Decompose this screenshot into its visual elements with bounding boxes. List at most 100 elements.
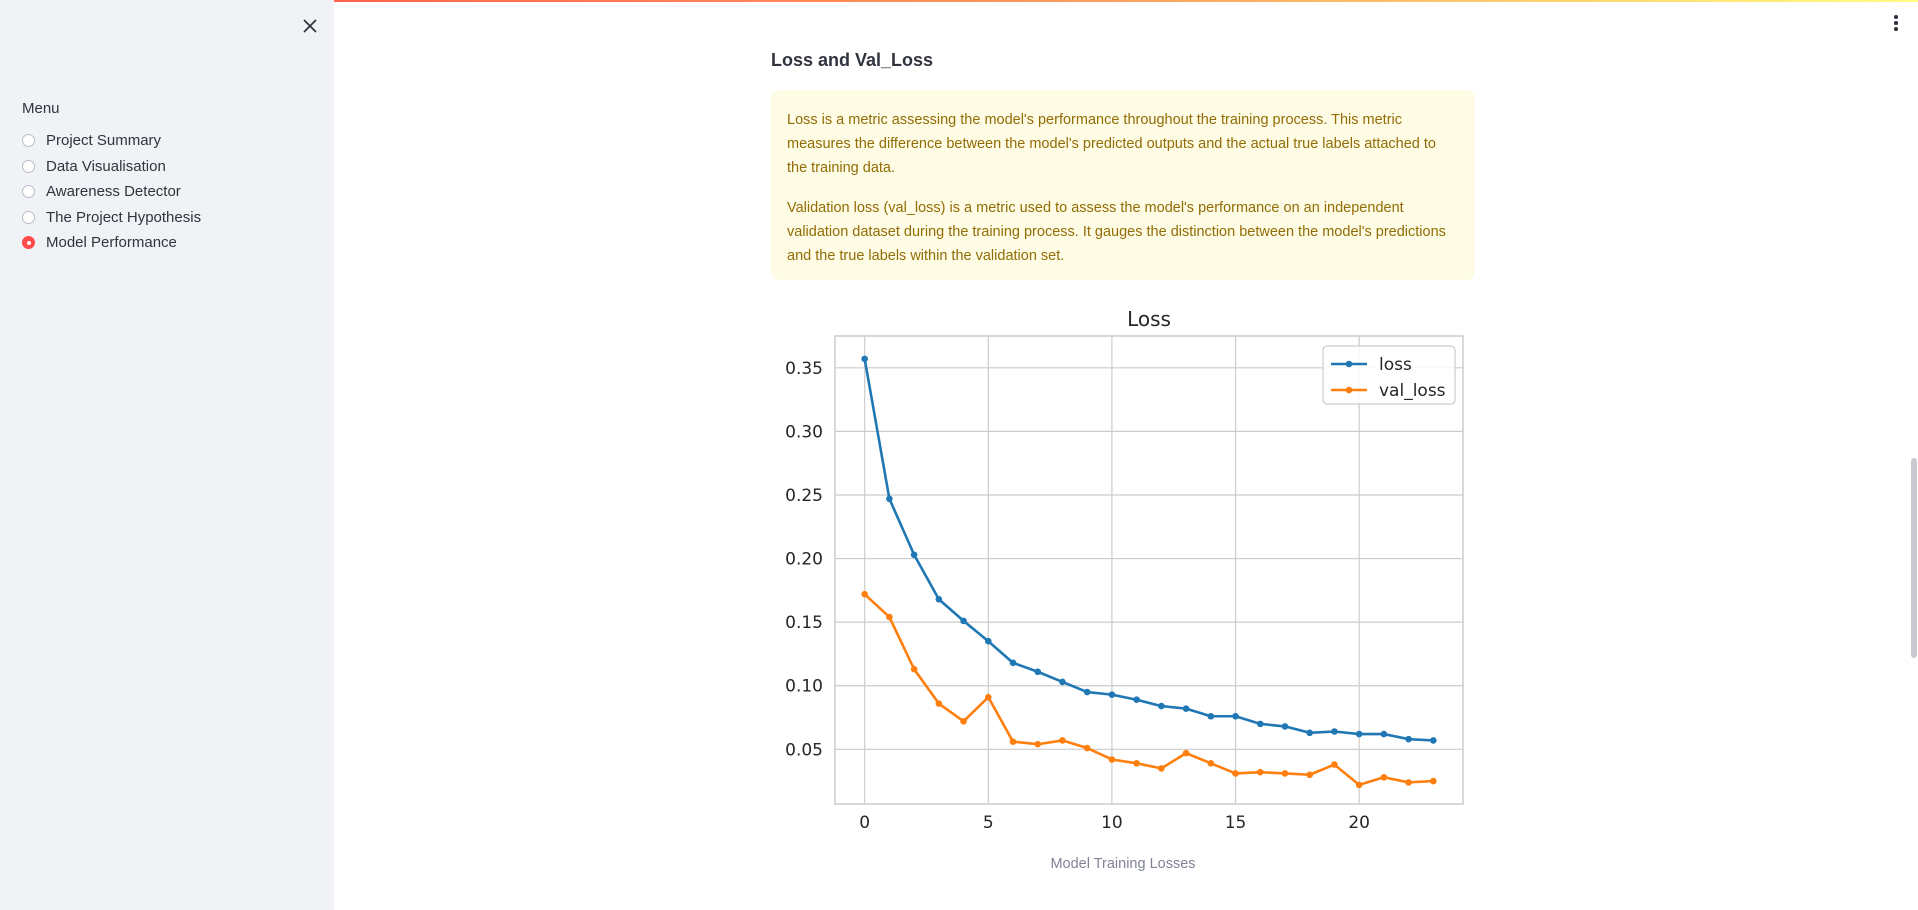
data-point-loss: [886, 495, 893, 503]
data-point-loss: [960, 617, 967, 625]
data-point-val_loss: [1306, 771, 1314, 779]
menu-item-project-hypothesis[interactable]: The Project Hypothesis: [22, 205, 201, 231]
data-point-val_loss: [1182, 749, 1190, 757]
sidebar: Menu Project Summary Data Visualisation …: [0, 0, 334, 910]
series-line-val_loss: [863, 593, 1434, 787]
menu-item-model-performance[interactable]: Model Performance: [22, 230, 201, 256]
data-point-loss: [1059, 678, 1066, 686]
data-point-loss: [984, 637, 992, 645]
data-point-loss: [935, 595, 943, 603]
data-point-val_loss: [984, 693, 992, 701]
data-point-loss: [1182, 705, 1190, 712]
menu-item-label: Data Visualisation: [46, 157, 166, 175]
series-line-loss: [863, 358, 1434, 742]
radio-button[interactable]: [22, 210, 35, 224]
data-point-val_loss: [1059, 737, 1066, 744]
data-point-val_loss: [1009, 738, 1017, 745]
data-point-loss: [1133, 696, 1140, 704]
data-point-val_loss: [1108, 756, 1116, 763]
menu-item-awareness-detector[interactable]: Awareness Detector: [22, 179, 201, 205]
menu-item-label: The Project Hypothesis: [46, 208, 202, 226]
info-paragraph-val-loss: Validation loss (val_loss) is a metric u…: [787, 200, 1446, 264]
menu-radio-group: Project Summary Data Visualisation Aware…: [22, 128, 201, 256]
data-point-val_loss: [1232, 770, 1239, 777]
kebab-dot: [1894, 21, 1898, 25]
loss-chart: 0 5 10 15 20 0.05 0.10 0.15 0.20 0.25 0.30 0.35 Loss…: [785, 307, 1464, 833]
data-point-loss: [1380, 730, 1388, 738]
y-tick-label: 0.15: [785, 613, 823, 633]
menu-label: Menu: [22, 100, 60, 117]
data-point-loss: [1405, 735, 1412, 743]
data-point-loss: [1331, 728, 1338, 735]
radio-button-selected[interactable]: [22, 236, 35, 250]
kebab-menu-icon: [1894, 15, 1898, 19]
x-tick-label: 0: [859, 813, 870, 833]
y-tick-label: 0.30: [785, 422, 823, 442]
radio-button[interactable]: [22, 159, 35, 173]
kebab-dot: [1894, 27, 1898, 31]
x-tick-label: 5: [983, 813, 994, 833]
legend-marker-loss: [1345, 360, 1353, 368]
data-point-val_loss: [910, 665, 918, 673]
data-point-val_loss: [1405, 779, 1412, 786]
data-point-val_loss: [1133, 760, 1140, 767]
top-decoration-bar: [0, 0, 1918, 2]
menu-item-project-summary[interactable]: Project Summary: [22, 128, 201, 154]
data-point-val_loss: [1158, 765, 1165, 772]
info-box: Loss is a metric assessing the model's p…: [771, 90, 1475, 280]
close-sidebar-button[interactable]: [297, 13, 323, 39]
menu-item-label: Project Summary: [46, 132, 162, 150]
info-paragraph-loss: Loss is a metric assessing the model's p…: [787, 112, 1436, 176]
data-point-loss: [1430, 737, 1437, 744]
data-point-loss: [861, 355, 868, 363]
legend-marker-val_loss: [1345, 386, 1353, 394]
legend-label-loss: loss: [1379, 355, 1412, 375]
scrollbar[interactable]: [1911, 458, 1917, 658]
radio-button[interactable]: [22, 185, 35, 199]
legend-label-val_loss: val_loss: [1379, 381, 1446, 401]
data-point-val_loss: [1083, 744, 1091, 752]
data-point-loss: [1083, 688, 1091, 696]
y-tick-label: 0.05: [785, 740, 823, 760]
y-tick-label: 0.10: [785, 677, 823, 697]
y-tick-label: 0.20: [785, 550, 823, 570]
radio-button[interactable]: [22, 134, 35, 148]
data-point-val_loss: [861, 590, 868, 598]
data-point-val_loss: [1256, 768, 1264, 776]
x-tick-label: 10: [1101, 813, 1123, 833]
data-point-val_loss: [1355, 781, 1363, 789]
data-point-loss: [1207, 712, 1215, 720]
data-point-val_loss: [1281, 770, 1289, 777]
menu-item-data-visualisation[interactable]: Data Visualisation: [22, 154, 201, 180]
data-point-val_loss: [960, 718, 967, 725]
chart-title: Loss: [1127, 307, 1171, 331]
plot-area: [835, 336, 1463, 804]
data-point-loss: [1009, 659, 1017, 667]
data-point-val_loss: [886, 613, 893, 621]
close-icon: [303, 19, 317, 33]
y-tick-label: 0.35: [785, 359, 823, 379]
menu-item-label: Model Performance: [46, 234, 177, 252]
data-point-loss: [1281, 723, 1289, 730]
page-heading: Loss and Val_Loss: [771, 50, 934, 70]
main-menu-button[interactable]: [1888, 10, 1904, 36]
plot-frame: [834, 335, 1464, 805]
x-tick-label: 20: [1348, 813, 1370, 833]
data-point-loss: [1108, 691, 1116, 698]
x-tick-label: 15: [1225, 813, 1247, 833]
y-tick-label: 0.25: [785, 486, 823, 506]
menu-item-label: Awareness Detector: [46, 183, 181, 201]
data-point-loss: [910, 551, 918, 559]
data-point-val_loss: [1430, 777, 1437, 785]
data-point-loss: [1355, 730, 1363, 738]
data-point-val_loss: [1380, 773, 1388, 781]
data-point-val_loss: [1034, 740, 1042, 748]
data-point-loss: [1034, 668, 1042, 676]
data-point-val_loss: [935, 700, 943, 707]
data-point-loss: [1306, 729, 1314, 737]
chart-caption: Model Training Losses: [1050, 856, 1196, 872]
data-point-loss: [1232, 712, 1239, 720]
data-point-loss: [1256, 720, 1264, 728]
data-point-val_loss: [1331, 761, 1338, 768]
data-point-val_loss: [1207, 760, 1215, 767]
